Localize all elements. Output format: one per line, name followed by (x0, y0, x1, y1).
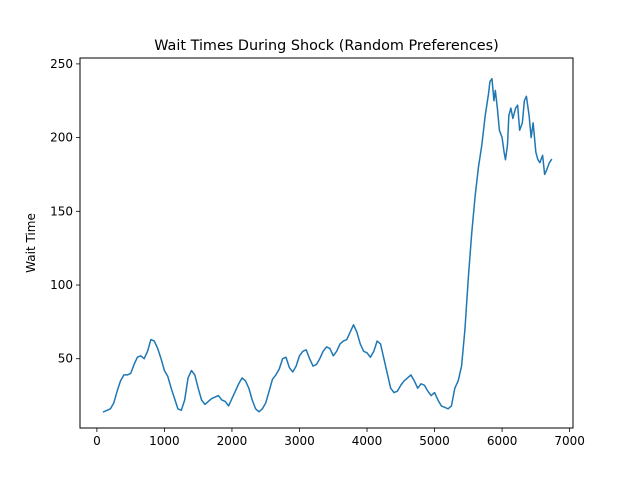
x-tick-label: 7000 (554, 434, 585, 448)
y-tick-label: 100 (50, 278, 73, 292)
x-tick-label: 6000 (487, 434, 518, 448)
tick-layer: 0 1000 2000 3000 4000 5000 6000 7000 50 100 150 200… (50, 57, 585, 448)
plot-area-frame (79, 57, 574, 429)
y-tick-label: 200 (50, 131, 73, 145)
x-tick-label: 1000 (149, 434, 180, 448)
y-tick-label: 150 (50, 204, 73, 218)
y-tick-label: 50 (58, 352, 73, 366)
x-tick-label: 3000 (284, 434, 315, 448)
series-line-0 (102, 77, 553, 413)
chart-title: Wait Times During Shock (Random Preferen… (154, 38, 498, 54)
y-axis-label: Wait Time (24, 213, 38, 273)
x-tick-label: 5000 (419, 434, 450, 448)
x-tick-label: 0 (93, 434, 101, 448)
y-tick-label: 250 (50, 57, 73, 71)
series-layer (102, 77, 553, 413)
x-tick-label: 4000 (352, 434, 383, 448)
x-tick-label: 2000 (217, 434, 248, 448)
